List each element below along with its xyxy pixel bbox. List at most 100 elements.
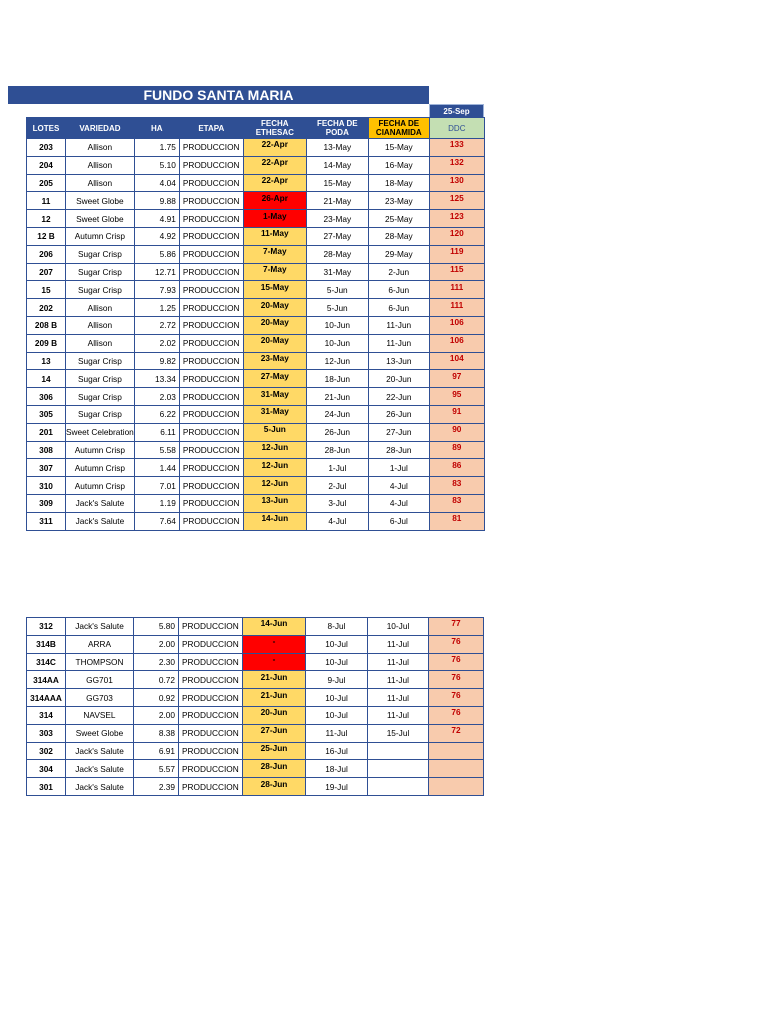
cell-ha: 4.91 <box>133 209 180 228</box>
cell-ddc: 120 <box>428 226 485 246</box>
cell-lote: 14 <box>26 369 66 389</box>
cell-fecha-ethesac-value: 7-May <box>263 263 287 274</box>
cell-fecha-poda: 2-Jul <box>305 476 369 495</box>
cell-ha: 5.80 <box>133 617 179 636</box>
cell-fecha-ethesac: 20-May <box>242 333 307 353</box>
cell-fecha-ethesac-value: 23-May <box>260 352 289 363</box>
cell-etapa: PRODUCCION <box>178 315 244 335</box>
header-ddc: DDC <box>428 117 485 139</box>
cell-fecha-cianamida: 11-Jul <box>367 688 429 707</box>
cell-fecha-ethesac: - <box>242 634 306 654</box>
cell-fecha-ethesac-value: 15-May <box>260 281 289 292</box>
cell-ddc-value: 76 <box>451 689 461 700</box>
cell-lote: 201 <box>26 422 66 442</box>
cell-fecha-poda: 15-May <box>305 173 369 193</box>
cell-lote: 202 <box>26 298 66 317</box>
cell-ha: 4.92 <box>133 226 180 246</box>
cell-ha: 6.22 <box>133 404 180 424</box>
cell-ddc: 130 <box>428 173 485 193</box>
cell-ddc-value: 83 <box>452 477 462 488</box>
cell-etapa: PRODUCCION <box>178 369 244 389</box>
cell-variedad: Allison <box>65 155 135 175</box>
cell-ddc: 111 <box>428 280 485 300</box>
cell-ddc: 106 <box>428 333 485 353</box>
cell-fecha-ethesac: 13-Jun <box>242 493 307 513</box>
cell-lote: 307 <box>26 458 66 478</box>
cell-ha: 12.71 <box>133 262 180 282</box>
cell-fecha-cianamida: 16-May <box>367 155 430 175</box>
cell-ddc-value: 83 <box>452 495 462 506</box>
table-row: 206 Sugar Crisp 5.86 PRODUCCION 7-May 28-May 2… <box>26 244 485 264</box>
cell-fecha-ethesac-value: 21-Jun <box>260 671 288 682</box>
table-row: 314AA GG701 0.72 PRODUCCION 21-Jun 9-Jul 11-Ju… <box>26 670 484 690</box>
cell-ddc: 132 <box>428 155 485 175</box>
cell-variedad: Jack's Salute <box>65 759 134 779</box>
cell-ddc-value: 125 <box>449 192 464 203</box>
cell-variedad: Allison <box>65 138 135 157</box>
cell-lote: 314 <box>26 705 66 725</box>
cell-lote: 310 <box>26 476 66 495</box>
cell-ddc: 86 <box>428 458 485 478</box>
cell-etapa: PRODUCCION <box>178 634 243 654</box>
cell-ddc-value: 97 <box>452 370 462 381</box>
cell-etapa: PRODUCCION <box>178 191 244 211</box>
cell-fecha-poda: 28-May <box>305 244 369 264</box>
cell-fecha-cianamida: 15-Jul <box>367 723 429 743</box>
cell-ddc-value: 132 <box>449 157 464 168</box>
cell-fecha-ethesac-value: 20-Jun <box>260 707 288 718</box>
cell-variedad: Sweet Celebration <box>65 422 135 442</box>
cell-fecha-poda: 31-May <box>305 262 369 282</box>
cell-fecha-poda: 10-Jul <box>305 705 368 725</box>
cell-fecha-poda: 19-Jul <box>305 777 368 796</box>
cell-fecha-cianamida <box>367 777 429 796</box>
cell-fecha-ethesac-value: 12-Jun <box>261 441 289 452</box>
cell-fecha-cianamida: 6-Jun <box>367 280 430 300</box>
cell-etapa: PRODUCCION <box>178 351 244 371</box>
cell-ha: 2.03 <box>133 387 180 406</box>
cell-ha: 2.00 <box>133 634 179 654</box>
cell-fecha-cianamida: 18-May <box>367 173 430 193</box>
cell-fecha-poda: 9-Jul <box>305 670 368 690</box>
cell-ddc: 72 <box>428 723 484 743</box>
cell-ddc-value: 81 <box>452 513 462 524</box>
cell-fecha-poda: 12-Jun <box>305 351 369 371</box>
cell-ha: 7.64 <box>133 511 180 531</box>
cell-fecha-ethesac: 26-Apr <box>242 191 307 211</box>
cell-etapa: PRODUCCION <box>178 404 244 424</box>
cell-fecha-cianamida: 1-Jul <box>367 458 430 478</box>
cell-variedad: Sugar Crisp <box>65 351 135 371</box>
cell-fecha-ethesac: 11-May <box>242 226 307 246</box>
table-row: 15 Sugar Crisp 7.93 PRODUCCION 15-May 5-Jun 6-… <box>26 280 485 300</box>
cell-fecha-ethesac: 7-May <box>242 262 307 282</box>
table-row: 309 Jack's Salute 1.19 PRODUCCION 13-Jun 3-Ju… <box>26 493 485 513</box>
cell-ddc: 76 <box>428 634 484 654</box>
cell-fecha-cianamida: 6-Jun <box>367 298 430 317</box>
cell-ddc-value: 91 <box>452 406 462 417</box>
cell-ha: 7.01 <box>133 476 180 495</box>
cell-ddc: 77 <box>428 617 484 636</box>
cell-ddc <box>428 759 484 779</box>
table-row: 209 B Allison 2.02 PRODUCCION 20-May 10-Jun 11… <box>26 333 485 353</box>
cell-ha: 4.04 <box>133 173 180 193</box>
cell-fecha-ethesac-value: - <box>272 636 276 647</box>
cell-fecha-poda: 8-Jul <box>305 617 368 636</box>
cell-etapa: PRODUCCION <box>178 298 244 317</box>
cell-fecha-ethesac: 21-Jun <box>242 688 306 707</box>
cell-variedad: Sweet Globe <box>65 191 135 211</box>
table-row: 205 Allison 4.04 PRODUCCION 22-Apr 15-May 18-M… <box>26 173 485 193</box>
cell-fecha-poda: 18-Jun <box>305 369 369 389</box>
cell-etapa: PRODUCCION <box>178 705 243 725</box>
cell-variedad: NAVSEL <box>65 705 134 725</box>
cell-fecha-poda: 16-Jul <box>305 741 368 761</box>
cell-etapa: PRODUCCION <box>178 440 244 460</box>
table-row: 307 Autumn Crisp 1.44 PRODUCCION 12-Jun 1-Jul… <box>26 458 485 478</box>
cell-lote: 206 <box>26 244 66 264</box>
cell-ha: 13.34 <box>133 369 180 389</box>
cell-ha: 2.72 <box>133 315 180 335</box>
cell-etapa: PRODUCCION <box>178 244 244 264</box>
cell-fecha-poda: 26-Jun <box>305 422 369 442</box>
cell-fecha-ethesac-value: 20-May <box>260 299 289 310</box>
cell-ddc: 76 <box>428 670 484 690</box>
cell-ddc-value: 86 <box>452 459 462 470</box>
cell-fecha-cianamida: 15-May <box>367 138 430 157</box>
